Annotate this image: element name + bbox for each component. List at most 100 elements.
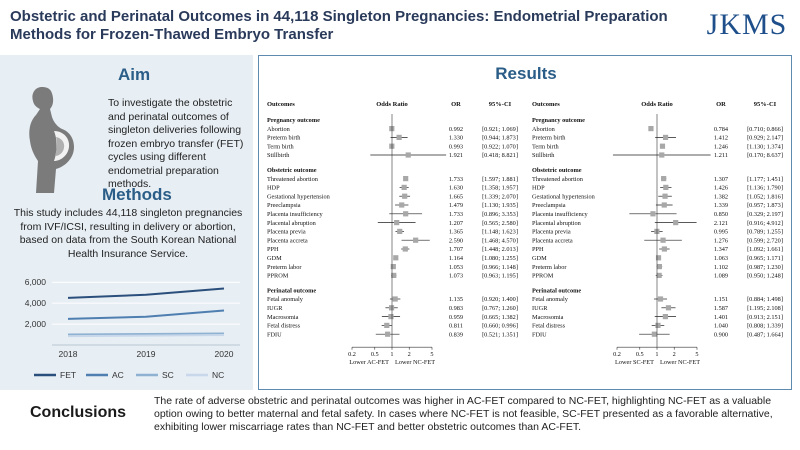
forest-ci-value: [0.565; 2.580] xyxy=(482,220,518,227)
forest-or-value: 1.135 xyxy=(449,296,463,303)
forest-or-value: 1.211 xyxy=(714,152,728,159)
forest-row-label: Gestational hypertension xyxy=(267,193,331,200)
y-tick-label: 4,000 xyxy=(25,298,47,308)
forest-x-tick-label: 0.2 xyxy=(613,351,621,358)
forest-or-value: 1.733 xyxy=(449,176,463,183)
forest-or-value: 0.900 xyxy=(714,331,728,338)
forest-point xyxy=(662,314,668,320)
forest-ci-value: [1.448; 2.013] xyxy=(482,246,518,253)
forest-x-tick-label: 0.5 xyxy=(636,351,644,358)
forest-point xyxy=(650,211,656,217)
forest-header-odds-ratio: Odds Ratio xyxy=(376,101,408,108)
forest-point xyxy=(663,184,669,190)
forest-point xyxy=(390,264,396,270)
forest-or-value: 0.993 xyxy=(449,143,463,150)
forest-x-tick-label: 5 xyxy=(430,351,433,358)
forest-point xyxy=(651,331,657,337)
forest-point xyxy=(392,296,398,302)
forest-or-value: 0.959 xyxy=(449,314,463,321)
forest-row-label: Placenta previa xyxy=(267,229,306,236)
forest-point xyxy=(393,255,399,261)
x-tick-label: 2020 xyxy=(215,349,234,359)
forest-ci-value: [0.896; 3.353] xyxy=(482,211,518,218)
forest-point xyxy=(657,296,664,302)
methods-text: This study includes 44,118 singleton pre… xyxy=(13,207,243,260)
forest-xlabel-right: Lower NC-FET xyxy=(395,359,435,366)
forest-ci-value: [0.922; 1.070] xyxy=(482,143,518,150)
forest-ci-value: [0.767; 1.260] xyxy=(482,305,518,312)
forest-ci-value: [1.339; 2.070] xyxy=(482,193,518,200)
forest-ci-value: [0.944; 1.873] xyxy=(482,135,518,142)
forest-row-label: Fetal anomaly xyxy=(532,296,569,303)
forest-row-label: Threatened abortion xyxy=(267,176,319,183)
forest-point xyxy=(384,322,390,328)
forest-ci-value: [1.080; 1.255] xyxy=(482,255,518,262)
forest-point xyxy=(662,193,668,199)
conclusions-heading: Conclusions xyxy=(30,404,127,421)
forest-or-value: 1.630 xyxy=(449,185,463,192)
forest-row-label: Fetal anomaly xyxy=(267,296,304,303)
forest-ci-value: [0.957; 1.873] xyxy=(747,202,783,209)
forest-or-value: 1.330 xyxy=(449,135,463,142)
forest-point xyxy=(391,272,397,278)
forest-or-value: 1.151 xyxy=(714,296,728,303)
forest-ci-value: [1.130; 1.374] xyxy=(747,143,783,150)
forest-point xyxy=(394,220,400,226)
forest-ci-value: [0.987; 1.230] xyxy=(747,264,783,271)
forest-ci-value: [1.195; 2.108] xyxy=(747,305,783,312)
forest-row-label: Fetal distress xyxy=(532,323,566,330)
forest-row-label: Threatened abortion xyxy=(532,176,584,183)
forest-ci-value: [0.966; 1.148] xyxy=(482,264,518,271)
forest-ci-value: [0.789; 1.255] xyxy=(747,229,783,236)
forest-ci-value: [1.468; 4.570] xyxy=(482,237,518,244)
forest-or-value: 0.784 xyxy=(714,126,729,133)
forest-row-label: Preterm birth xyxy=(532,135,566,142)
forest-or-value: 2.121 xyxy=(714,220,728,227)
header: Obstetric and Perinatal Outcomes in 44,1… xyxy=(0,0,800,50)
x-tick-label: 2018 xyxy=(59,349,78,359)
series-line-sc xyxy=(67,332,225,336)
forest-row-label: Abortion xyxy=(267,126,291,133)
forest-row-label: FDIU xyxy=(267,331,282,338)
forest-or-value: 1.207 xyxy=(449,220,463,227)
forest-or-value: 1.587 xyxy=(714,305,728,312)
forest-row-label: Placenta insufficiency xyxy=(267,211,324,218)
methods-heading: Methods xyxy=(102,185,172,204)
forest-row-label: HDP xyxy=(267,185,280,192)
conclusions-section: Conclusions The rate of adverse obstetri… xyxy=(0,392,800,450)
forest-point xyxy=(655,322,661,328)
forest-row-label: PPH xyxy=(532,246,544,253)
forest-point xyxy=(396,134,402,140)
forest-row-label: Macrosomia xyxy=(267,314,299,321)
series-line-fet xyxy=(67,287,225,299)
forest-point xyxy=(388,314,394,320)
forest-point xyxy=(397,228,403,234)
forest-row-label: Preterm labor xyxy=(267,264,302,271)
forest-group-label: Obstetric outcome xyxy=(532,167,582,174)
forest-point xyxy=(388,305,395,311)
forest-ci-value: [0.170; 8.637] xyxy=(747,152,783,159)
forest-row-label: FDIU xyxy=(532,331,547,338)
forest-or-value: 1.089 xyxy=(714,273,728,280)
forest-row-label: Placental abruption xyxy=(532,220,582,227)
forest-x-tick-label: 1 xyxy=(655,351,658,358)
forest-group-label: Pregnancy outcome xyxy=(532,117,585,124)
forest-row-label: IUGR xyxy=(532,305,548,312)
forest-ci-value: [1.358; 1.957] xyxy=(482,185,518,192)
forest-or-value: 1.053 xyxy=(449,264,463,271)
forest-x-tick-label: 2 xyxy=(408,351,411,358)
forest-plot-sc-vs-nc: Outcomes Odds Ratio OR 95%-CI Pregnancy outc… xyxy=(532,101,783,366)
forest-row-label: Fetal distress xyxy=(267,323,301,330)
forest-row-label: GDM xyxy=(267,255,282,262)
forest-row-label: Preterm birth xyxy=(267,135,301,142)
forest-ci-value: [0.916; 4.912] xyxy=(747,220,783,227)
aim-text: To investigate the obstetric and perinat… xyxy=(108,97,244,190)
pregnant-woman-icon xyxy=(29,87,74,193)
forest-or-value: 1.401 xyxy=(714,314,728,321)
forest-or-value: 1.707 xyxy=(449,246,463,253)
legend-label: FET xyxy=(60,370,76,380)
forest-header-outcomes: Outcomes xyxy=(532,101,560,108)
aim-heading: Aim xyxy=(118,65,151,84)
forest-or-value: 2.590 xyxy=(449,237,463,244)
forest-header-or: OR xyxy=(451,101,461,108)
